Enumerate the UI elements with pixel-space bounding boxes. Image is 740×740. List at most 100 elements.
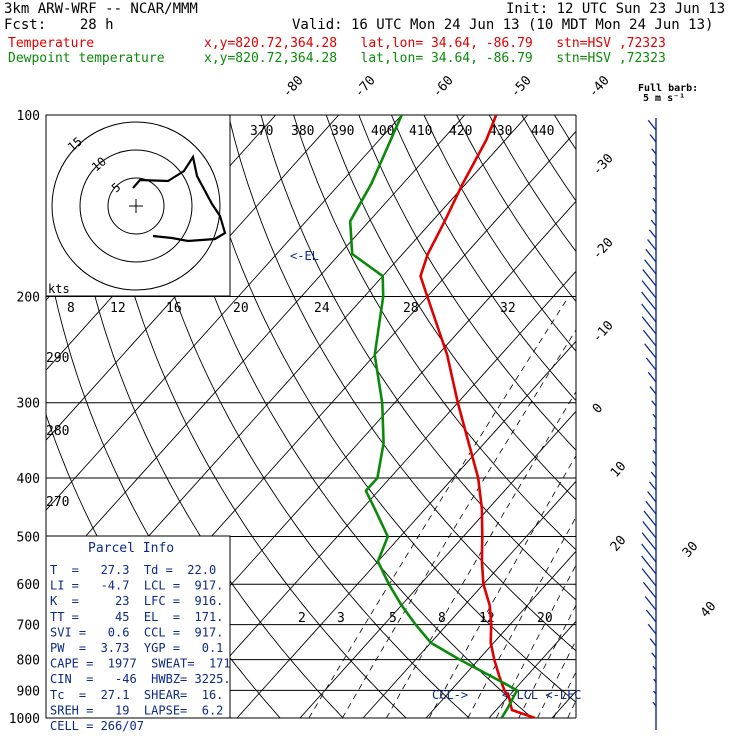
wind-barb [651, 652, 657, 659]
parcel-row: CIN = -46 HWBZ= 3225. [50, 672, 231, 686]
isotherm-label: 10 [608, 459, 630, 481]
hodograph-ring [107, 177, 165, 235]
barb-note-2: 5 m s⁻¹ [643, 93, 686, 104]
el-marker: <-EL [290, 249, 319, 263]
pressure-label: 300 [17, 397, 40, 412]
mixing-ratio-line [428, 454, 576, 718]
valid-time: Valid: 16 UTC Mon 24 Jun 13 (10 MDT Mon … [292, 17, 714, 33]
dry-adiabat-line [521, 115, 576, 202]
mixing-ratio-label: 8 [438, 611, 446, 626]
isotherm-label: -30 [590, 151, 617, 178]
theta-label: 390 [331, 124, 354, 139]
dry-adiabat-line [358, 115, 576, 451]
pressure-label: 400 [17, 472, 40, 487]
wind-barb [652, 413, 657, 419]
mixing-ratio-label: 20 [537, 611, 553, 626]
wind-barb [647, 623, 657, 635]
mixing-ratio-line [341, 329, 576, 718]
mixing-ratio-line [467, 516, 576, 718]
lcl-marker: <-LCL <-LFC [502, 688, 581, 702]
mixing-ratio-line [553, 670, 576, 718]
parcel-box-frame [45, 535, 231, 719]
hodograph-ring [79, 149, 193, 263]
wind-barb [641, 543, 657, 563]
mixing-ratio-label: 3 [337, 611, 345, 626]
wind-barb [641, 555, 657, 575]
parcel-row: TT = 45 EL = 171. [50, 610, 223, 624]
theta-side-label: 270 [46, 495, 69, 510]
wind-barb [653, 678, 657, 683]
dry-adiabat-line [130, 115, 470, 718]
isotherm-line [615, 115, 740, 718]
parcel-row: SVI = 0.6 CCL = 917. [50, 625, 223, 639]
isotherm-line [299, 410, 576, 718]
mixing-ratio-label: 2 [298, 611, 306, 626]
parcel-title: Parcel Info [88, 541, 174, 556]
isotherm-label: -40 [586, 73, 613, 100]
theta-label: 400 [371, 124, 394, 139]
wind-barb [652, 197, 657, 203]
wind-barb [649, 386, 657, 395]
parcel-row: CELL = 266/07 [50, 719, 144, 733]
wind-barb [647, 371, 657, 383]
pressure-label: 1000 [9, 712, 40, 727]
wind-barb [653, 438, 657, 443]
ccl-marker: CCL-> [432, 688, 468, 702]
isotherm-label: -70 [352, 73, 379, 100]
dewpoint-legend-label: Dewpoint temperature [8, 51, 165, 66]
dry-adiabat-line [718, 115, 740, 718]
theta-label: 410 [409, 124, 432, 139]
isotherm-line [362, 480, 576, 718]
temperature-legend-label: Temperature [8, 36, 95, 51]
theta-label: 380 [291, 124, 314, 139]
isotherm-label: -60 [430, 73, 457, 100]
wind-barb [652, 449, 657, 455]
init-time: Init: 12 UTC Sun 23 Jun 13 [506, 1, 726, 17]
wind-barb [645, 609, 657, 623]
wind-barb [651, 400, 657, 407]
wind-barb [641, 568, 657, 587]
isotherm-line [46, 115, 403, 511]
wind-barb [651, 461, 657, 467]
isotherm-line [173, 270, 576, 718]
isotherm-label: 0 [590, 401, 606, 417]
wind-barb [653, 174, 657, 179]
mixing-ratio-line [518, 604, 576, 718]
wind-barb [653, 690, 657, 695]
dry-adiabat-line [293, 115, 576, 551]
wind-barb [645, 357, 657, 371]
mixing-ratio-label: 16 [166, 301, 182, 316]
wind-barb [652, 665, 657, 671]
parcel-row: K = 23 LFC = 916. [50, 594, 223, 608]
pressure-label: 200 [17, 291, 40, 306]
hodograph-ring [51, 121, 221, 291]
dry-adiabat-line [325, 115, 576, 501]
wind-barb [641, 303, 657, 323]
mixing-ratio-line [537, 639, 576, 718]
theta-side-label: 290 [46, 351, 69, 366]
dry-adiabat-line [227, 115, 576, 652]
theta-label: 420 [449, 124, 472, 139]
wind-barb [641, 280, 657, 299]
dry-adiabat-line [456, 115, 576, 303]
wind-barb [651, 148, 657, 155]
wind-barb [641, 532, 657, 551]
dry-adiabat-line [587, 115, 740, 718]
pressure-label: 900 [17, 684, 40, 699]
dry-adiabat-line [390, 115, 576, 402]
wind-barb [652, 701, 657, 707]
wind-barb [653, 186, 657, 191]
mixing-ratio-line [386, 390, 576, 718]
pressure-label: 800 [17, 654, 40, 669]
dry-adiabat-line [97, 115, 407, 718]
wind-barbs [641, 118, 657, 730]
parcel-row: CAPE = 1977 SWEAT= 171 [50, 657, 231, 671]
mixing-ratio-label: 32 [500, 301, 516, 316]
isotherm-label: -20 [590, 235, 617, 262]
isotherm-label: -80 [280, 73, 307, 100]
theta-label: 430 [489, 124, 512, 139]
mixing-ratio-label: 28 [403, 301, 419, 316]
pressure-label: 700 [17, 619, 40, 634]
